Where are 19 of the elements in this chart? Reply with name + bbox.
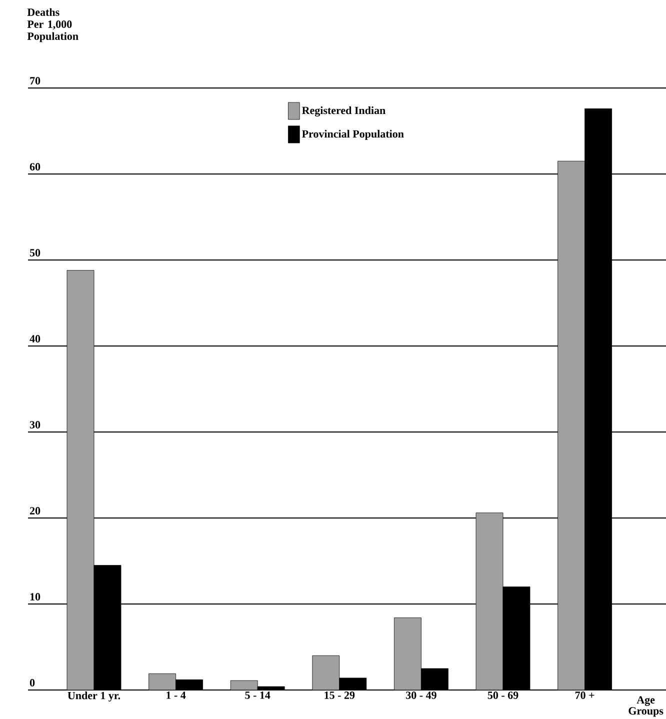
x-tick-label: 30 - 49 <box>406 692 436 699</box>
x-tick-label: 50 - 69 <box>488 692 518 699</box>
x-tick-label: 70 + <box>575 692 594 699</box>
x-tick-label: 1 - 4 <box>166 692 186 699</box>
legend-label: Provincial Population <box>302 130 404 140</box>
y-tick-label: 40 <box>30 335 40 342</box>
y-axis-title: Deaths Per 1,000 Population <box>27 8 78 42</box>
y-tick-label: 20 <box>30 507 40 514</box>
y-tick-label: 50 <box>30 249 40 256</box>
legend-label: Registered Indian <box>302 106 386 116</box>
x-axis-title: Age Groups <box>628 696 664 717</box>
y-tick-label: 70 <box>30 77 40 84</box>
x-tick-label: 5 - 14 <box>245 692 270 699</box>
y-tick-label: 0 <box>30 679 35 686</box>
y-tick-label: 60 <box>30 163 40 170</box>
y-tick-label: 10 <box>30 593 40 600</box>
y-tick-label: 30 <box>30 421 40 428</box>
x-tick-label: 15 - 29 <box>324 692 355 699</box>
x-tick-label: Under 1 yr. <box>68 692 120 702</box>
